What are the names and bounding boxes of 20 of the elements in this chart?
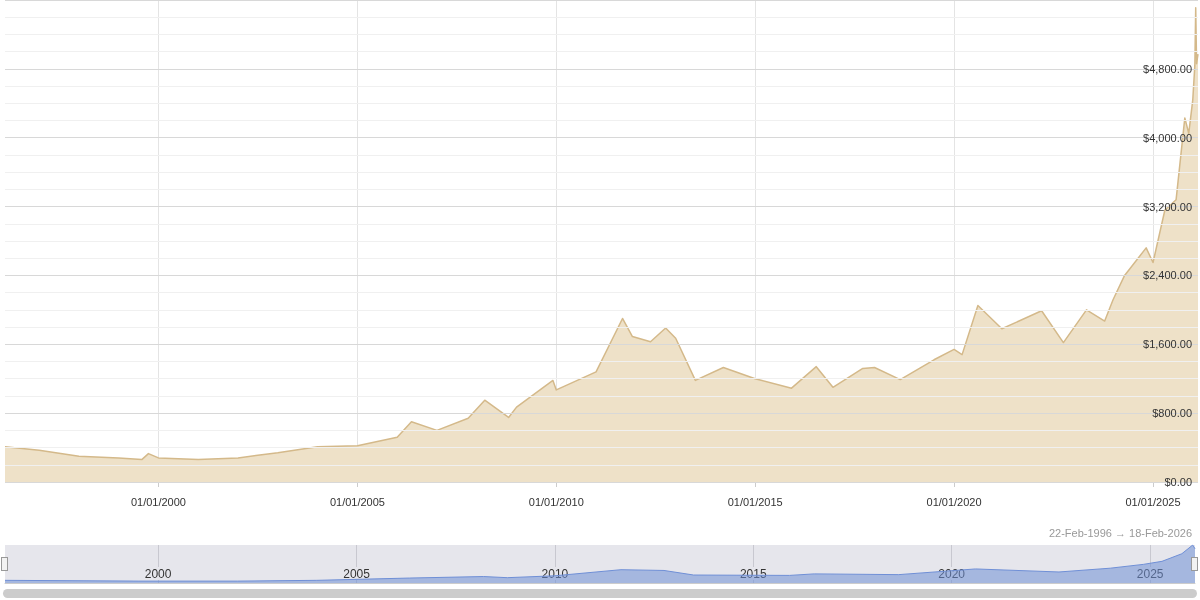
x-tick-label: 2010 <box>541 567 569 581</box>
x-tick-label: 2015 <box>739 567 767 581</box>
y-tick-label: $4,000.00 <box>1143 131 1192 144</box>
y-tick-label: $2,400.00 <box>1143 269 1192 282</box>
x-tick-label: 01/01/2005 <box>329 495 385 508</box>
x-tick-label: 2025 <box>1136 567 1164 581</box>
x-tick-label: 01/01/2000 <box>130 495 186 508</box>
y-tick-label: $0.00 <box>1164 476 1192 488</box>
text: 22-Feb-1996 → 18-Feb-2026 <box>1048 526 1193 539</box>
y-tick-label: $1,600.00 <box>1143 338 1192 351</box>
x-tick-label: 2005 <box>343 567 371 581</box>
x-tick-label: 01/01/2010 <box>528 495 584 508</box>
x-tick-label: 2000 <box>144 567 172 581</box>
x-tick-label: 01/01/2020 <box>926 495 982 508</box>
x-tick-label: 01/01/2015 <box>727 495 783 508</box>
y-tick-label: $4,800.00 <box>1143 62 1192 75</box>
x-tick-label: 01/01/2025 <box>1125 495 1181 508</box>
x-tick-label: 2020 <box>938 567 966 581</box>
y-tick-label: $3,200.00 <box>1143 200 1192 213</box>
y-tick-label: $800.00 <box>1152 407 1192 420</box>
